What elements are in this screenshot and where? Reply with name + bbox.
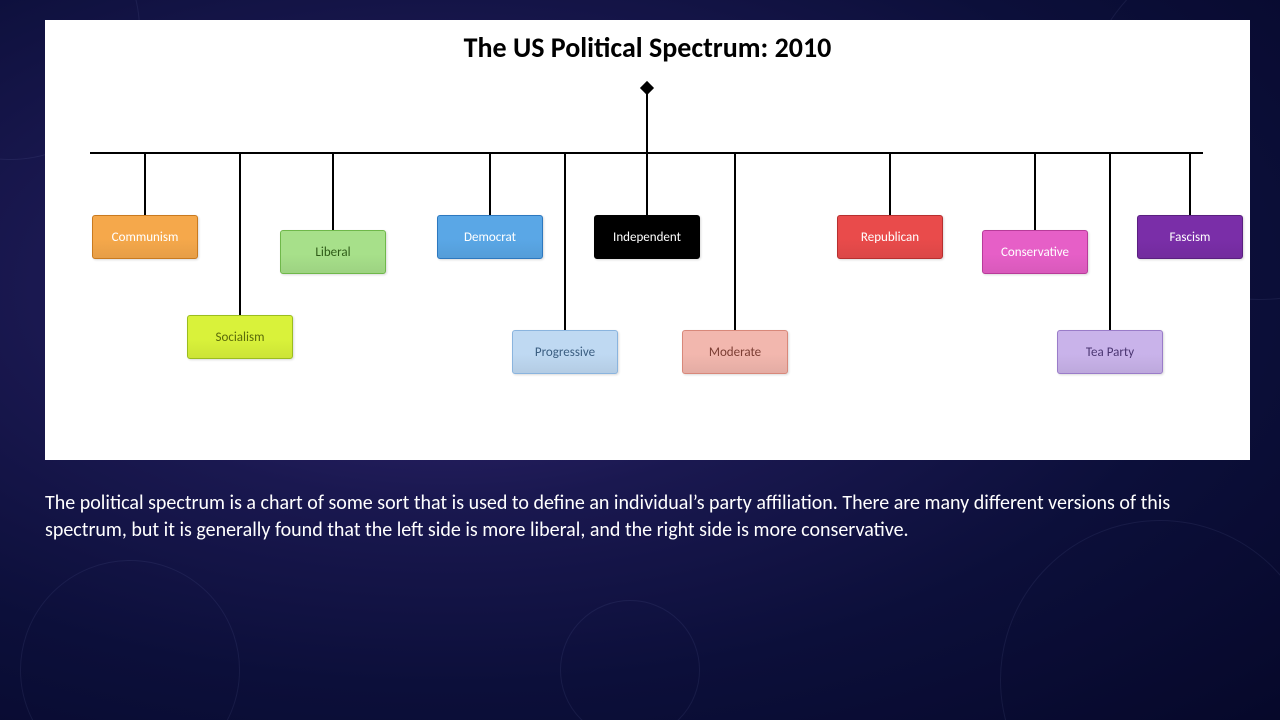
spectrum-box-communism: Communism bbox=[92, 215, 198, 259]
center-diamond-icon bbox=[640, 81, 654, 95]
spectrum-box-liberal: Liberal bbox=[280, 230, 386, 274]
spectrum-box-fascism: Fascism bbox=[1137, 215, 1243, 259]
tick-line bbox=[1189, 152, 1191, 215]
tick-line bbox=[1034, 152, 1036, 230]
tick-line bbox=[734, 152, 736, 330]
tick-line bbox=[564, 152, 566, 330]
tick-line bbox=[332, 152, 334, 230]
tick-line bbox=[489, 152, 491, 215]
spectrum-box-conservative: Conservative bbox=[982, 230, 1088, 274]
center-stem bbox=[646, 88, 648, 152]
tick-line bbox=[889, 152, 891, 215]
diagram-panel: The US Political Spectrum: 2010 Communis… bbox=[45, 20, 1250, 460]
tick-line bbox=[646, 152, 648, 215]
slide-caption: The political spectrum is a chart of som… bbox=[45, 490, 1240, 544]
spectrum-box-socialism: Socialism bbox=[187, 315, 293, 359]
spectrum-box-republican: Republican bbox=[837, 215, 943, 259]
spectrum-diagram: Communism Socialism Liberal Democrat Progres… bbox=[45, 80, 1250, 460]
tick-line bbox=[1109, 152, 1111, 330]
spectrum-box-teaparty: Tea Party bbox=[1057, 330, 1163, 374]
diagram-title: The US Political Spectrum: 2010 bbox=[45, 20, 1250, 65]
tick-line bbox=[239, 152, 241, 315]
tick-line bbox=[144, 152, 146, 215]
spectrum-box-democrat: Democrat bbox=[437, 215, 543, 259]
spectrum-box-moderate: Moderate bbox=[682, 330, 788, 374]
spectrum-box-independent: Independent bbox=[594, 215, 700, 259]
spectrum-box-progressive: Progressive bbox=[512, 330, 618, 374]
